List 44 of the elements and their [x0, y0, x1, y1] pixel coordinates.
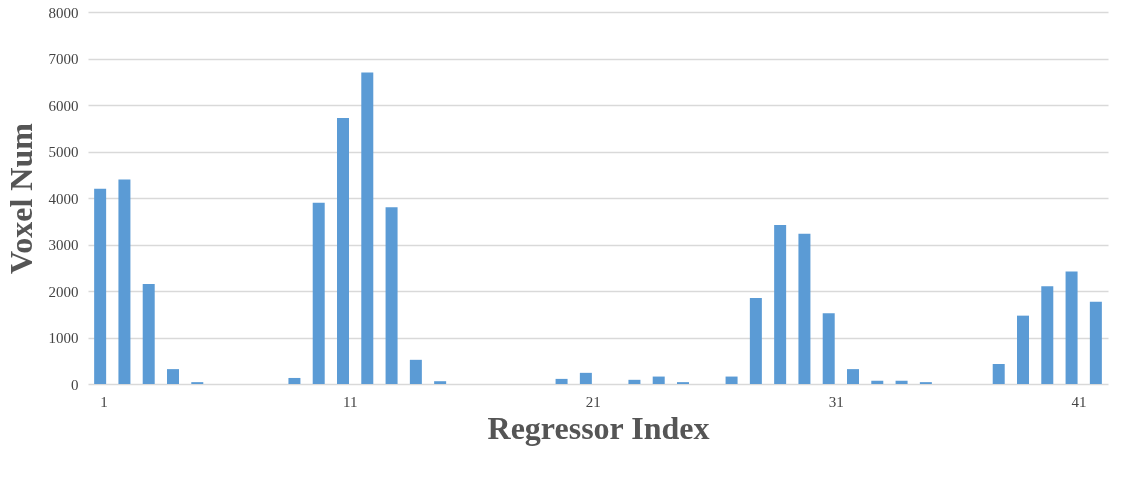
y-tick-label: 0 — [71, 376, 79, 393]
bar — [774, 224, 787, 384]
bar — [409, 359, 422, 384]
bar — [142, 284, 155, 384]
bar — [725, 376, 738, 384]
bar — [798, 233, 811, 384]
y-tick-label: 4000 — [48, 190, 79, 207]
x-axis-title: Regressor Index — [487, 409, 710, 446]
bar — [992, 364, 1005, 384]
bar — [94, 188, 107, 384]
bar — [895, 380, 908, 384]
bar — [1041, 286, 1054, 384]
bar — [167, 369, 179, 384]
y-tick-label: 3000 — [48, 237, 79, 253]
x-tick-label: 1 — [100, 393, 108, 410]
bar — [822, 313, 835, 384]
bar — [337, 118, 349, 384]
bar — [288, 377, 301, 384]
y-tick-label: 1000 — [48, 330, 79, 346]
bar — [628, 379, 641, 384]
y-tick-label: 6000 — [48, 97, 79, 114]
bar — [312, 202, 325, 384]
bar — [361, 72, 374, 384]
bar — [847, 369, 859, 384]
y-axis-title: Voxel Num — [2, 122, 39, 274]
bar — [1089, 301, 1102, 384]
bar — [1065, 271, 1078, 384]
x-tick-label: 21 — [585, 393, 601, 410]
x-tick-label: 41 — [1071, 393, 1087, 410]
bar — [434, 381, 447, 384]
y-tick-label: 5000 — [48, 144, 79, 160]
bar — [555, 378, 568, 384]
y-tick-label: 8000 — [48, 4, 79, 21]
y-tick-label: 7000 — [48, 51, 79, 67]
x-tick-label: 11 — [343, 393, 358, 410]
bar — [1017, 315, 1029, 384]
bar — [118, 179, 131, 384]
x-tick-label: 31 — [828, 393, 844, 410]
bar — [652, 376, 665, 384]
bar — [385, 207, 398, 384]
bar — [579, 372, 592, 384]
y-tick-label: 2000 — [48, 283, 79, 300]
bar — [871, 380, 884, 384]
bar — [749, 297, 762, 384]
